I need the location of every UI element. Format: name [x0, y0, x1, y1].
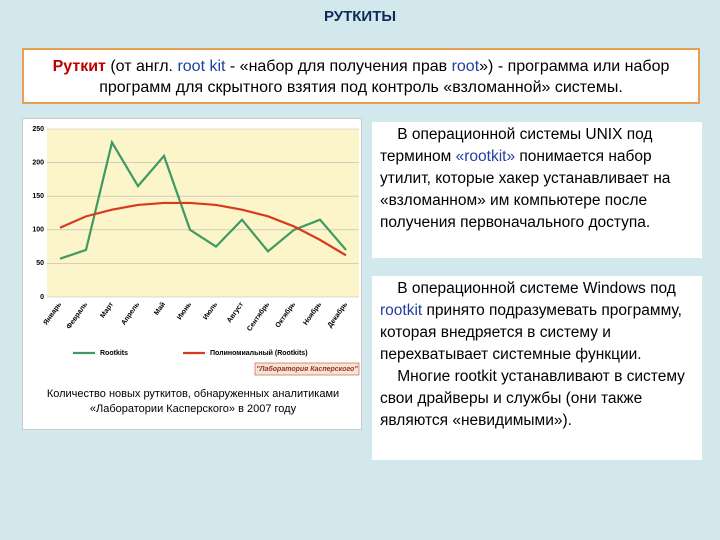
text: В операционной системе Windows под	[397, 280, 676, 297]
term: Руткит	[52, 58, 106, 75]
series-line	[59, 201, 347, 257]
text: В операционной системы UNIX под термином	[380, 126, 653, 165]
x-tick-label: Май	[152, 301, 167, 317]
x-tick-label: Июль	[202, 301, 219, 322]
x-tick-label: Август	[226, 301, 245, 325]
x-tick-label: Апрель	[120, 301, 141, 327]
legend-label: Полиномиальный (Rootkits)	[210, 349, 308, 357]
text: root kit	[177, 58, 226, 75]
text: (от англ.	[105, 58, 178, 75]
y-tick-label: 150	[32, 193, 44, 200]
text: Многие rootkit устанавливают в систему с…	[380, 368, 685, 429]
unix-box: В операционной системы UNIX под термином…	[372, 122, 702, 258]
windows-box: В операционной системе Windows под rootk…	[372, 276, 702, 460]
intro-box: Руткит (от англ. root kit - «набор для п…	[22, 48, 700, 104]
x-tick-label: Июнь	[176, 301, 193, 322]
source: "Лаборатория Касперского"	[256, 365, 358, 373]
y-tick-label: 200	[32, 159, 44, 166]
text: принято подразумевать программу, которая…	[380, 302, 682, 363]
x-tick-label: Март	[99, 301, 115, 320]
y-tick-label: 0	[40, 294, 44, 301]
x-tick-label: Февраль	[66, 301, 90, 331]
chart: 0 50 100 150 200 250 Январь Февраль Март Апрель Ма…	[32, 126, 360, 376]
chart-figure: 0 50 100 150 200 250 Январь Февраль Март Апрель Ма…	[22, 118, 362, 430]
text: - «набор для получения прав	[225, 58, 452, 75]
text: «rootkit»	[455, 148, 516, 165]
text: ») - программа или набор программ для ск…	[99, 58, 670, 96]
text: понимается набор утилит, которые хакер у…	[380, 148, 671, 231]
plot-area	[47, 129, 359, 297]
text: root	[451, 58, 480, 75]
y-tick-label: 50	[36, 260, 44, 267]
caption: Количество новых руткитов, обнаруженных …	[46, 388, 340, 415]
legend-label: Rootkits	[100, 350, 128, 357]
text: rootkit	[380, 302, 423, 319]
x-tick-label: Ноябрь	[302, 300, 324, 327]
source-box	[254, 362, 360, 376]
y-tick-label: 250	[32, 126, 44, 133]
x-tick-label: Сентябрь	[245, 300, 271, 333]
y-tick-label: 100	[32, 227, 44, 234]
x-tick-label: Октябрь	[274, 300, 298, 329]
x-tick-label: Декабрь	[326, 300, 350, 329]
slide-title: РУТКИТЫ	[323, 8, 397, 25]
x-tick-label: Январь	[43, 301, 64, 327]
